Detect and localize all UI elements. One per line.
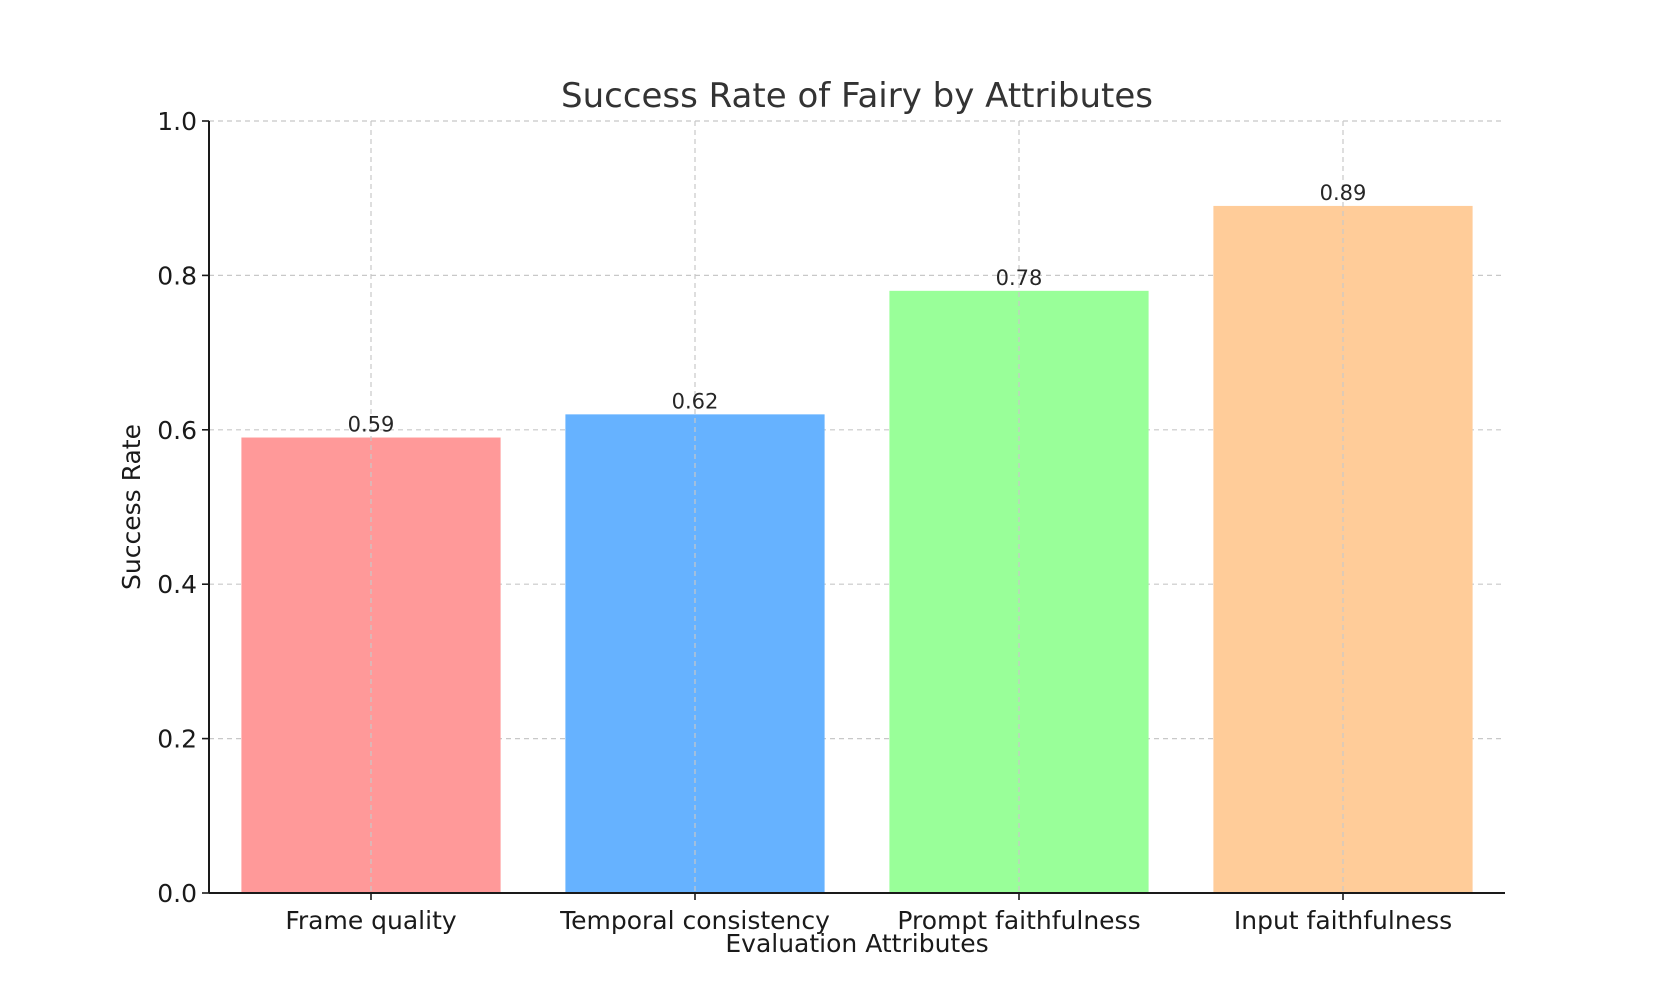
- bar-value-label: 0.89: [1320, 181, 1367, 205]
- y-tick-label: 0.6: [157, 416, 197, 445]
- x-axis-title: Evaluation Attributes: [725, 929, 988, 958]
- bars: [241, 205, 1473, 894]
- bar-value-label: 0.59: [348, 413, 395, 437]
- x-tick-label: Frame quality: [285, 906, 457, 935]
- axes: 0.59 0.62 0.78 0.89 0.0 0.2 0.4 0.6 0.8 1.0 Frame …: [157, 107, 1505, 935]
- y-tick-label: 0.0: [157, 879, 197, 908]
- y-tick-label: 0.4: [157, 570, 197, 599]
- bar-value-label: 0.78: [996, 266, 1043, 290]
- labels: Success Rate of Fairy by Attributes Eval…: [117, 76, 1153, 958]
- x-tick-label: Input faithfulness: [1234, 906, 1452, 935]
- y-tick-label: 0.2: [157, 725, 197, 754]
- vertical-grid: [370, 121, 1344, 893]
- y-tick-label: 1.0: [157, 107, 197, 136]
- y-tick-label: 0.8: [157, 261, 197, 290]
- x-tick-label: Temporal consistency: [559, 906, 830, 935]
- y-axis-title: Success Rate: [117, 424, 146, 590]
- x-tick-label: Prompt faithfulness: [897, 906, 1140, 935]
- chart-title: Success Rate of Fairy by Attributes: [561, 76, 1153, 116]
- bar-value-label: 0.62: [672, 389, 719, 413]
